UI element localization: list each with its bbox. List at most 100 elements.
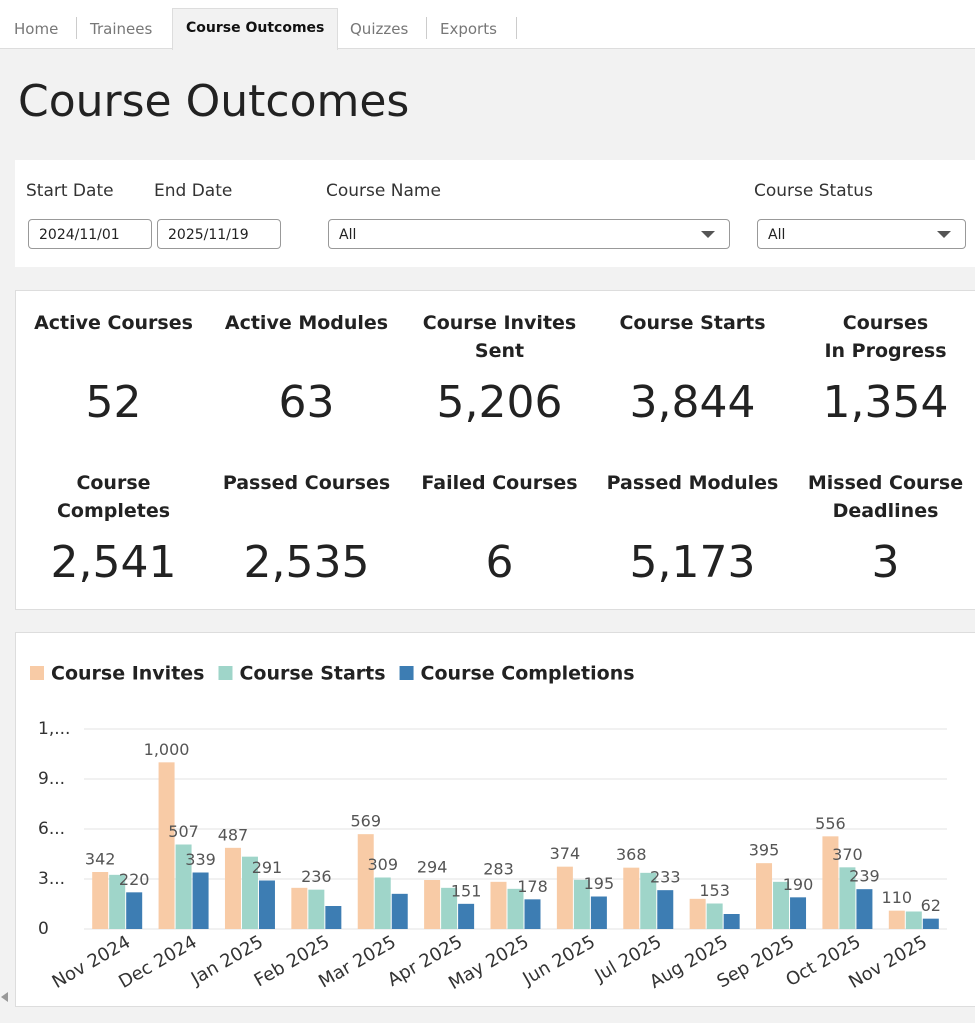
kpi-value: 3 [871, 537, 900, 588]
data-label: 507 [168, 822, 199, 841]
bar [905, 911, 922, 929]
tab-bar: Home Trainees Course Outcomes Quizzes Ex… [0, 0, 975, 50]
legend-swatch [30, 666, 44, 680]
data-label: 233 [650, 868, 681, 887]
kpi-card: Passed Courses 2,535 [210, 469, 403, 588]
filter-panel: Start Date 2024/11/01 End Date 2025/11/1… [15, 160, 975, 267]
dropdown[interactable]: All [328, 219, 730, 249]
bar [291, 887, 308, 929]
bar [192, 872, 209, 929]
legend-swatch [218, 666, 233, 680]
data-label: 110 [882, 888, 913, 907]
tab[interactable]: Home [14, 20, 59, 38]
data-label: 151 [451, 881, 482, 900]
bar [657, 890, 674, 929]
bar [822, 836, 839, 929]
kpi-card: Active Courses 52 [17, 309, 210, 428]
bar [441, 887, 458, 929]
data-label: 291 [252, 858, 283, 877]
y-tick-label: 1,... [38, 719, 70, 739]
kpi-panel: Active Courses 52 Active Modules 63 Course I… [15, 290, 975, 610]
data-label: 190 [783, 875, 814, 894]
bar [158, 762, 175, 929]
chart: Course Invites Course Starts Course Comple… [30, 663, 947, 994]
data-label: 368 [616, 845, 647, 864]
data-label: 294 [417, 858, 448, 877]
data-label: 339 [185, 850, 216, 869]
bar [458, 903, 475, 929]
tab-separator [516, 17, 517, 39]
bar [706, 903, 723, 929]
tab[interactable]: Exports [440, 20, 497, 38]
bar [524, 899, 541, 929]
tab[interactable]: Quizzes [350, 20, 409, 38]
y-tick-label: 0 [38, 919, 49, 939]
dropdown-caret [701, 231, 715, 238]
kpi-value: 5,206 [436, 377, 563, 428]
kpi-card: Missed Course Deadlines 3 [789, 469, 975, 588]
date-input[interactable]: 2025/11/19 [157, 219, 281, 249]
bar [258, 880, 275, 929]
bar [640, 872, 657, 929]
data-label: 569 [350, 812, 381, 831]
scroll-arrow[interactable] [0, 991, 10, 1003]
bar [556, 866, 573, 929]
data-label: 395 [749, 841, 780, 860]
bar [224, 847, 241, 929]
kpi-value: 2,541 [50, 537, 177, 588]
kpi-card: Course Invites Sent 5,206 [403, 309, 596, 428]
filter-label: Course Status [754, 181, 873, 201]
bar [573, 879, 590, 929]
bar [790, 897, 807, 929]
bar [92, 872, 109, 929]
bar [126, 892, 143, 929]
data-label: 374 [550, 844, 581, 863]
tab[interactable]: Trainees [90, 20, 153, 38]
dropdown[interactable]: All [757, 219, 966, 249]
bar [308, 889, 325, 929]
bar [590, 896, 607, 929]
bar [839, 867, 856, 929]
date-input[interactable]: 2024/11/01 [28, 219, 152, 249]
page-title: Course Outcomes [18, 76, 410, 127]
kpi-card: Active Modules 63 [210, 309, 403, 428]
kpi-card: Course Completes 2,541 [17, 469, 210, 588]
data-label: 342 [85, 850, 116, 869]
data-label: 239 [849, 867, 880, 886]
tab-active[interactable]: Course Outcomes [186, 20, 325, 36]
kpi-card: Course Starts 3,844 [596, 309, 789, 428]
dropdown-value: All [768, 227, 786, 243]
bar [623, 867, 640, 929]
kpi-value: 63 [278, 377, 335, 428]
bar [723, 914, 740, 929]
data-label: 62 [921, 896, 941, 915]
data-label: 556 [815, 814, 846, 833]
bar [756, 863, 773, 929]
bar [374, 877, 391, 929]
filter-label: Start Date [26, 181, 114, 201]
kpi-value: 6 [485, 537, 514, 588]
bar [888, 910, 905, 929]
kpi-label: Active Modules [224, 312, 389, 334]
data-label: 178 [517, 877, 548, 896]
filter-label: Course Name [326, 181, 441, 201]
legend-label: Course Completions [421, 663, 635, 685]
bar [109, 874, 126, 929]
kpi-label: Course Starts [619, 312, 766, 334]
kpi-value: 3,844 [629, 377, 756, 428]
data-label: 153 [699, 881, 730, 900]
data-label: 220 [119, 870, 150, 889]
data-label: 309 [367, 855, 398, 874]
filter-label: End Date [154, 181, 233, 201]
kpi-value: 52 [85, 377, 142, 428]
kpi-label: Active Courses [34, 312, 193, 334]
data-label: 283 [483, 859, 514, 878]
legend-label: Course Starts [239, 663, 385, 685]
bar [856, 889, 873, 929]
kpi-label: Course Completes [56, 472, 171, 522]
chart-panel [15, 632, 975, 1007]
dropdown-caret [937, 231, 951, 238]
kpi-value: 2,535 [243, 537, 370, 588]
kpi-label: Failed Courses [421, 472, 578, 494]
